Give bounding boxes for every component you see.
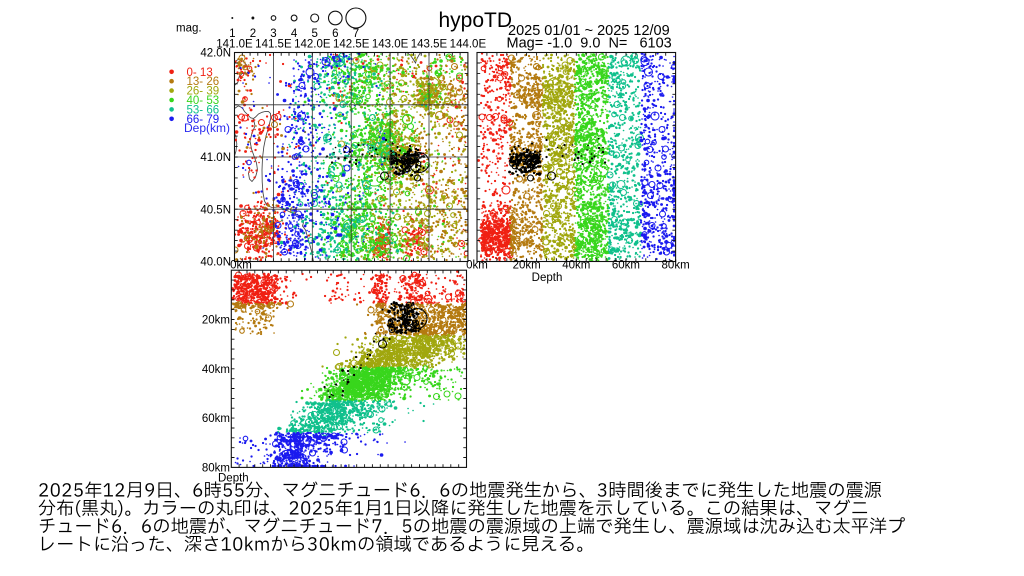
svg-text:Mag= -1.0 9.0 N= 6103: Mag= -1.0 9.0 N= 6103 [507, 36, 672, 52]
svg-text:mag.: mag. [176, 23, 202, 35]
svg-text:0- 13: 0- 13 [187, 67, 213, 79]
svg-text:4: 4 [291, 28, 298, 40]
svg-text:144.0E: 144.0E [450, 39, 487, 51]
svg-text:141.5E: 141.5E [255, 39, 292, 51]
svg-text:40km: 40km [562, 260, 590, 272]
svg-text:143.5E: 143.5E [411, 39, 448, 51]
svg-text:Dep(km): Dep(km) [184, 121, 230, 135]
svg-text:hypoTD: hypoTD [439, 9, 513, 32]
svg-text:80km: 80km [202, 462, 230, 474]
svg-text:0km: 0km [466, 260, 488, 272]
svg-text:42.0N: 42.0N [200, 48, 231, 60]
svg-text:13- 26: 13- 26 [187, 76, 220, 88]
svg-text:40.0N: 40.0N [200, 257, 231, 269]
svg-text:40km: 40km [202, 364, 230, 376]
svg-text:60km: 60km [612, 260, 640, 272]
svg-text:142.5E: 142.5E [333, 39, 370, 51]
svg-text:0km: 0km [230, 260, 252, 272]
svg-text:80km: 80km [662, 260, 690, 272]
svg-text:40.5N: 40.5N [200, 204, 231, 216]
svg-text:2: 2 [250, 28, 256, 40]
svg-text:20km: 20km [513, 260, 541, 272]
svg-text:41.0N: 41.0N [200, 152, 231, 164]
svg-text:60km: 60km [202, 413, 230, 425]
svg-text:66- 79: 66- 79 [187, 114, 220, 126]
svg-text:53- 66: 53- 66 [187, 104, 220, 116]
svg-text:5: 5 [311, 28, 317, 40]
svg-text:7: 7 [353, 28, 359, 40]
svg-text:26- 39: 26- 39 [187, 86, 220, 98]
svg-text:1: 1 [229, 28, 235, 40]
svg-text:2025 01/01 ~ 2025 12/09: 2025 01/01 ~ 2025 12/09 [508, 23, 670, 39]
svg-text:Depth: Depth [532, 272, 563, 284]
svg-text:3: 3 [270, 28, 276, 40]
svg-text:Depth: Depth [218, 473, 249, 485]
svg-text:20km: 20km [202, 315, 230, 327]
svg-text:6: 6 [332, 28, 338, 40]
svg-text:143.0E: 143.0E [372, 39, 409, 51]
svg-text:141.0E: 141.0E [216, 39, 253, 51]
svg-text:142.0E: 142.0E [294, 39, 331, 51]
svg-text:40- 53: 40- 53 [187, 95, 220, 107]
